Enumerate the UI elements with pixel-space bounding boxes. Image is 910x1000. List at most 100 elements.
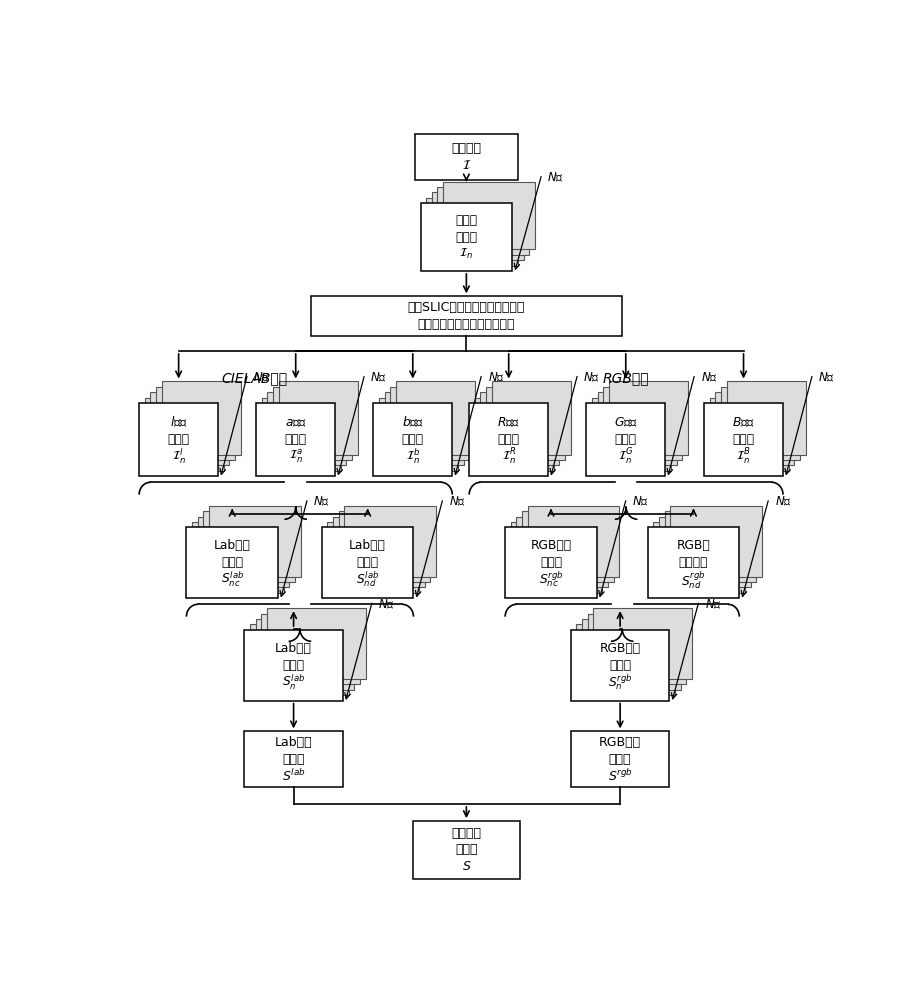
Text: Lab合成: Lab合成	[275, 736, 312, 749]
FancyBboxPatch shape	[715, 392, 794, 465]
Text: $\mathcal{I}_n$: $\mathcal{I}_n$	[460, 247, 473, 261]
Text: 独特性: 独特性	[221, 556, 243, 569]
FancyBboxPatch shape	[396, 381, 475, 455]
Text: $S^{rgb}$: $S^{rgb}$	[608, 768, 632, 784]
FancyBboxPatch shape	[139, 403, 218, 476]
Text: RGB空间: RGB空间	[602, 372, 649, 386]
Text: RGB颜色: RGB颜色	[531, 539, 571, 552]
Text: 间独特性: 间独特性	[679, 556, 708, 569]
Text: $S_n^{rgb}$: $S_n^{rgb}$	[608, 672, 632, 692]
Text: 分量图: 分量图	[167, 433, 189, 446]
Text: 独特性: 独特性	[540, 556, 562, 569]
FancyBboxPatch shape	[438, 187, 529, 255]
Text: Lab空间: Lab空间	[349, 539, 386, 552]
Text: $N$层: $N$层	[449, 495, 466, 509]
FancyBboxPatch shape	[704, 403, 783, 476]
FancyBboxPatch shape	[486, 387, 565, 460]
FancyBboxPatch shape	[157, 387, 235, 460]
FancyBboxPatch shape	[432, 192, 523, 260]
FancyBboxPatch shape	[710, 398, 789, 471]
FancyBboxPatch shape	[528, 506, 620, 577]
Text: $N$层: $N$层	[313, 495, 330, 509]
Text: $N$层: $N$层	[818, 371, 835, 384]
FancyBboxPatch shape	[593, 608, 692, 679]
FancyBboxPatch shape	[721, 387, 800, 460]
FancyBboxPatch shape	[609, 381, 688, 455]
Text: Lab颜色: Lab颜色	[275, 642, 312, 655]
FancyBboxPatch shape	[322, 527, 413, 598]
FancyBboxPatch shape	[373, 403, 452, 476]
Text: RGB空: RGB空	[677, 539, 711, 552]
FancyBboxPatch shape	[267, 608, 366, 679]
Text: $N$层: $N$层	[774, 495, 792, 509]
Text: 分量图: 分量图	[498, 433, 520, 446]
Text: 分量图: 分量图	[401, 433, 424, 446]
FancyBboxPatch shape	[192, 522, 284, 593]
FancyBboxPatch shape	[443, 182, 535, 249]
Text: $N$层: $N$层	[370, 371, 388, 384]
FancyBboxPatch shape	[726, 381, 805, 455]
Text: $S_{nd}^{rgb}$: $S_{nd}^{rgb}$	[682, 569, 706, 591]
FancyBboxPatch shape	[571, 731, 670, 787]
Text: $N$层: $N$层	[704, 598, 722, 611]
Text: Lab颜色: Lab颜色	[214, 539, 250, 552]
Text: $b$彩色: $b$彩色	[401, 415, 424, 430]
FancyBboxPatch shape	[648, 527, 739, 598]
Text: $N$层: $N$层	[632, 495, 649, 509]
FancyBboxPatch shape	[262, 398, 341, 471]
Text: 最终颜色: 最终颜色	[451, 827, 481, 840]
FancyBboxPatch shape	[475, 398, 554, 471]
Text: RGB颜色: RGB颜色	[600, 642, 641, 655]
FancyBboxPatch shape	[582, 619, 681, 690]
FancyBboxPatch shape	[261, 614, 359, 684]
FancyBboxPatch shape	[426, 198, 518, 266]
Text: 度图像: 度图像	[455, 231, 478, 244]
Text: $G$彩色: $G$彩色	[613, 416, 638, 429]
Text: $N$层: $N$层	[379, 598, 395, 611]
Text: $N$层: $N$层	[701, 371, 717, 384]
Text: 高斯尺度图像提取超像素区域: 高斯尺度图像提取超像素区域	[418, 318, 515, 331]
Text: 分量图: 分量图	[285, 433, 307, 446]
FancyBboxPatch shape	[197, 517, 289, 587]
Text: CIELAB空间: CIELAB空间	[222, 372, 288, 386]
FancyBboxPatch shape	[420, 203, 512, 271]
FancyBboxPatch shape	[162, 381, 240, 455]
Text: 显著图: 显著图	[609, 753, 632, 766]
Text: $S$: $S$	[461, 860, 471, 873]
FancyBboxPatch shape	[588, 614, 686, 684]
Text: $N$层: $N$层	[548, 171, 564, 184]
Text: 显著图: 显著图	[282, 753, 305, 766]
FancyBboxPatch shape	[491, 381, 571, 455]
Text: $S_{nc}^{lab}$: $S_{nc}^{lab}$	[220, 570, 244, 589]
Text: $N$层: $N$层	[488, 371, 504, 384]
FancyBboxPatch shape	[586, 403, 665, 476]
Text: 输入图像: 输入图像	[451, 142, 481, 155]
FancyBboxPatch shape	[664, 511, 756, 582]
FancyBboxPatch shape	[339, 511, 430, 582]
FancyBboxPatch shape	[244, 731, 343, 787]
FancyBboxPatch shape	[517, 517, 608, 587]
FancyBboxPatch shape	[576, 624, 675, 695]
FancyBboxPatch shape	[209, 506, 300, 577]
FancyBboxPatch shape	[278, 381, 358, 455]
FancyBboxPatch shape	[187, 527, 278, 598]
Text: $\mathcal{I}_n^b$: $\mathcal{I}_n^b$	[406, 447, 420, 466]
Text: 独特性: 独特性	[357, 556, 379, 569]
FancyBboxPatch shape	[311, 296, 622, 336]
FancyBboxPatch shape	[244, 630, 343, 701]
FancyBboxPatch shape	[256, 619, 354, 690]
FancyBboxPatch shape	[203, 511, 295, 582]
Text: 分量图: 分量图	[733, 433, 754, 446]
Text: $S_n^{lab}$: $S_n^{lab}$	[282, 672, 305, 692]
FancyBboxPatch shape	[250, 624, 349, 695]
FancyBboxPatch shape	[670, 506, 762, 577]
FancyBboxPatch shape	[653, 522, 745, 593]
FancyBboxPatch shape	[390, 387, 470, 460]
FancyBboxPatch shape	[511, 522, 602, 593]
Text: $\mathcal{I}_n^R$: $\mathcal{I}_n^R$	[501, 446, 516, 467]
Text: $\mathcal{I}_n^B$: $\mathcal{I}_n^B$	[736, 446, 751, 467]
FancyBboxPatch shape	[328, 522, 420, 593]
FancyBboxPatch shape	[598, 392, 676, 465]
Text: 显著性: 显著性	[455, 843, 478, 856]
FancyBboxPatch shape	[603, 387, 682, 460]
